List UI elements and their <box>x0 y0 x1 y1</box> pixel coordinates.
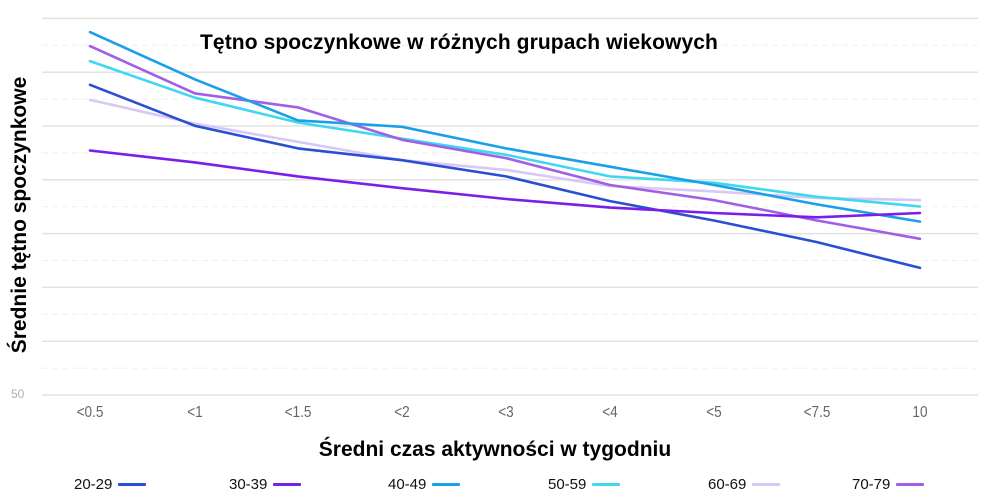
legend-swatch <box>432 482 461 486</box>
series-line-70-79 <box>88 44 922 241</box>
series-line-50-59 <box>88 59 922 208</box>
series-line-60-69 <box>88 98 922 202</box>
legend-label: 70-79 <box>852 475 891 493</box>
legend-item-30-39: 30-39 <box>229 474 302 494</box>
series-line-20-29 <box>88 83 922 270</box>
x-axis-label: Średni czas aktywności w tygodniu <box>318 438 672 461</box>
legend-swatch <box>592 482 621 486</box>
x-tick-label: <0.5 <box>76 404 104 421</box>
legend-swatch <box>273 482 302 486</box>
legend-item-50-59: 50-59 <box>548 474 621 494</box>
x-tick-label: <5 <box>706 404 722 421</box>
x-tick-label: <7.5 <box>803 404 831 421</box>
series-line-40-49 <box>88 30 922 223</box>
legend-item-70-79: 70-79 <box>852 474 925 494</box>
legend-swatch <box>896 482 925 486</box>
x-tick-label: <2 <box>394 404 410 421</box>
legend-item-20-29: 20-29 <box>74 474 147 494</box>
x-tick-label: <4 <box>602 404 618 421</box>
legend-swatch <box>752 482 781 486</box>
legend-label: 20-29 <box>74 475 113 493</box>
y-axis-label: Średnie tętno spoczynkowe <box>8 76 31 354</box>
data-lines <box>88 30 922 270</box>
legend-label: 50-59 <box>548 475 587 493</box>
legend-item-40-49: 40-49 <box>388 474 461 494</box>
x-tick-label: <3 <box>498 404 514 421</box>
x-tick-label: 10 <box>912 404 928 421</box>
chart-title: Tętno spoczynkowe w różnych grupach wiek… <box>200 31 718 54</box>
legend-label: 30-39 <box>229 475 268 493</box>
x-tick-label: <1 <box>187 404 203 421</box>
series-line-30-39 <box>88 149 922 219</box>
legend-item-60-69: 60-69 <box>708 474 781 494</box>
y-tick-label: 50 <box>11 387 25 401</box>
legend-label: 40-49 <box>388 475 427 493</box>
legend-label: 60-69 <box>708 475 747 493</box>
x-tick-label: <1.5 <box>284 404 312 421</box>
legend-swatch <box>118 482 147 486</box>
